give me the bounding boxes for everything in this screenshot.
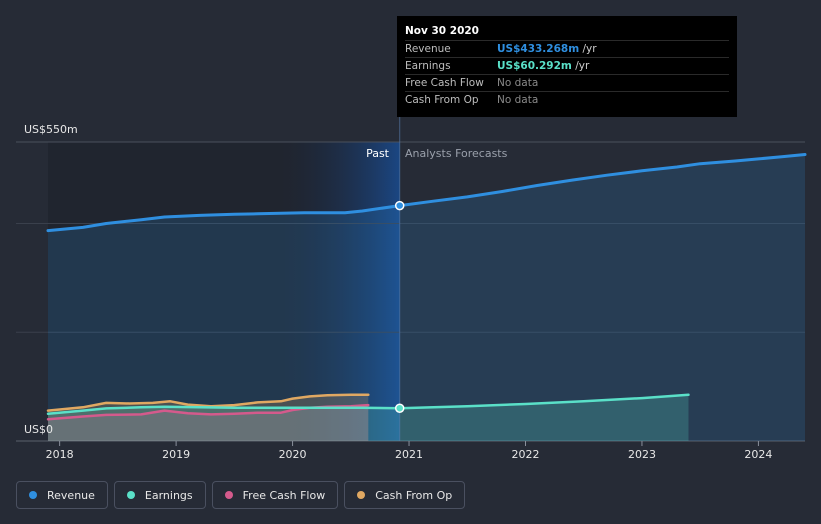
legend-revenue[interactable]: Revenue bbox=[16, 481, 108, 509]
marker-revenue bbox=[394, 200, 405, 211]
legend-cash-from-op-label: Cash From Op bbox=[375, 488, 453, 502]
marker-earnings bbox=[394, 403, 405, 413]
tooltip-cfo-label: Cash From Op bbox=[405, 94, 479, 106]
tooltip-row-free-cash-flow: Free Cash Flow No data bbox=[405, 74, 729, 91]
legend-free-cash-flow-label: Free Cash Flow bbox=[242, 488, 326, 502]
tooltip-earnings-unit: /yr bbox=[575, 60, 590, 72]
legend-earnings[interactable]: Earnings bbox=[113, 481, 206, 509]
y-axis-top-label: US$550m bbox=[24, 123, 78, 136]
x-tick-label-2023: 2023 bbox=[628, 448, 656, 461]
legend-free-cash-flow[interactable]: Free Cash Flow bbox=[211, 481, 339, 509]
area-cash-from-op bbox=[48, 394, 369, 441]
tooltip-row-cash-from-op: Cash From Op No data bbox=[405, 91, 729, 108]
tooltip-revenue-unit: /yr bbox=[582, 43, 597, 55]
tooltip-date: Nov 30 2020 bbox=[405, 25, 479, 37]
tooltip-fcf-value: No data bbox=[497, 77, 539, 89]
legend-cash-from-op[interactable]: Cash From Op bbox=[344, 481, 466, 509]
tooltip-fcf-label: Free Cash Flow bbox=[405, 77, 484, 89]
y-axis-bottom-label: US$0 bbox=[24, 423, 53, 436]
tooltip-revenue-value: US$433.268m bbox=[497, 43, 580, 55]
x-tick-label-2019: 2019 bbox=[162, 448, 190, 461]
x-tick-label-2022: 2022 bbox=[511, 448, 539, 461]
x-tick-label-2020: 2020 bbox=[279, 448, 307, 461]
legend-dot-free-cash-flow bbox=[224, 491, 233, 499]
past-label: Past bbox=[366, 147, 390, 160]
tooltip-revenue-label: Revenue bbox=[405, 43, 451, 55]
tooltip-earnings-label: Earnings bbox=[405, 60, 451, 72]
legend-dot-cash-from-op bbox=[357, 491, 366, 499]
area-revenue bbox=[48, 154, 805, 441]
tooltip-cfo-value: No data bbox=[497, 94, 539, 106]
legend-dot-earnings bbox=[126, 491, 135, 499]
tooltip-row-earnings: Earnings US$60.292m /yr bbox=[405, 57, 729, 74]
chart-legend: Revenue Earnings Free Cash Flow Cash Fro… bbox=[16, 481, 466, 509]
legend-revenue-label: Revenue bbox=[47, 488, 95, 502]
past-highlight bbox=[280, 142, 400, 441]
forecast-label: Analysts Forecasts bbox=[405, 147, 508, 160]
tooltip-row-revenue: Revenue US$433.268m /yr bbox=[405, 40, 729, 57]
line-cash-from-op bbox=[46, 393, 370, 412]
tooltip-earnings-value: US$60.292m bbox=[497, 60, 572, 72]
legend-earnings-label: Earnings bbox=[144, 488, 193, 502]
legend-dot-revenue bbox=[29, 491, 37, 499]
data-tooltip: Nov 30 2020 Revenue US$433.268m /yr Earn… bbox=[397, 16, 737, 117]
area-free-cash-flow bbox=[48, 405, 369, 441]
x-tick-label-2018: 2018 bbox=[46, 448, 74, 461]
x-tick-label-2021: 2021 bbox=[395, 448, 423, 461]
x-tick-label-2024: 2024 bbox=[744, 448, 772, 461]
line-earnings bbox=[46, 393, 690, 416]
area-earnings bbox=[48, 394, 689, 441]
